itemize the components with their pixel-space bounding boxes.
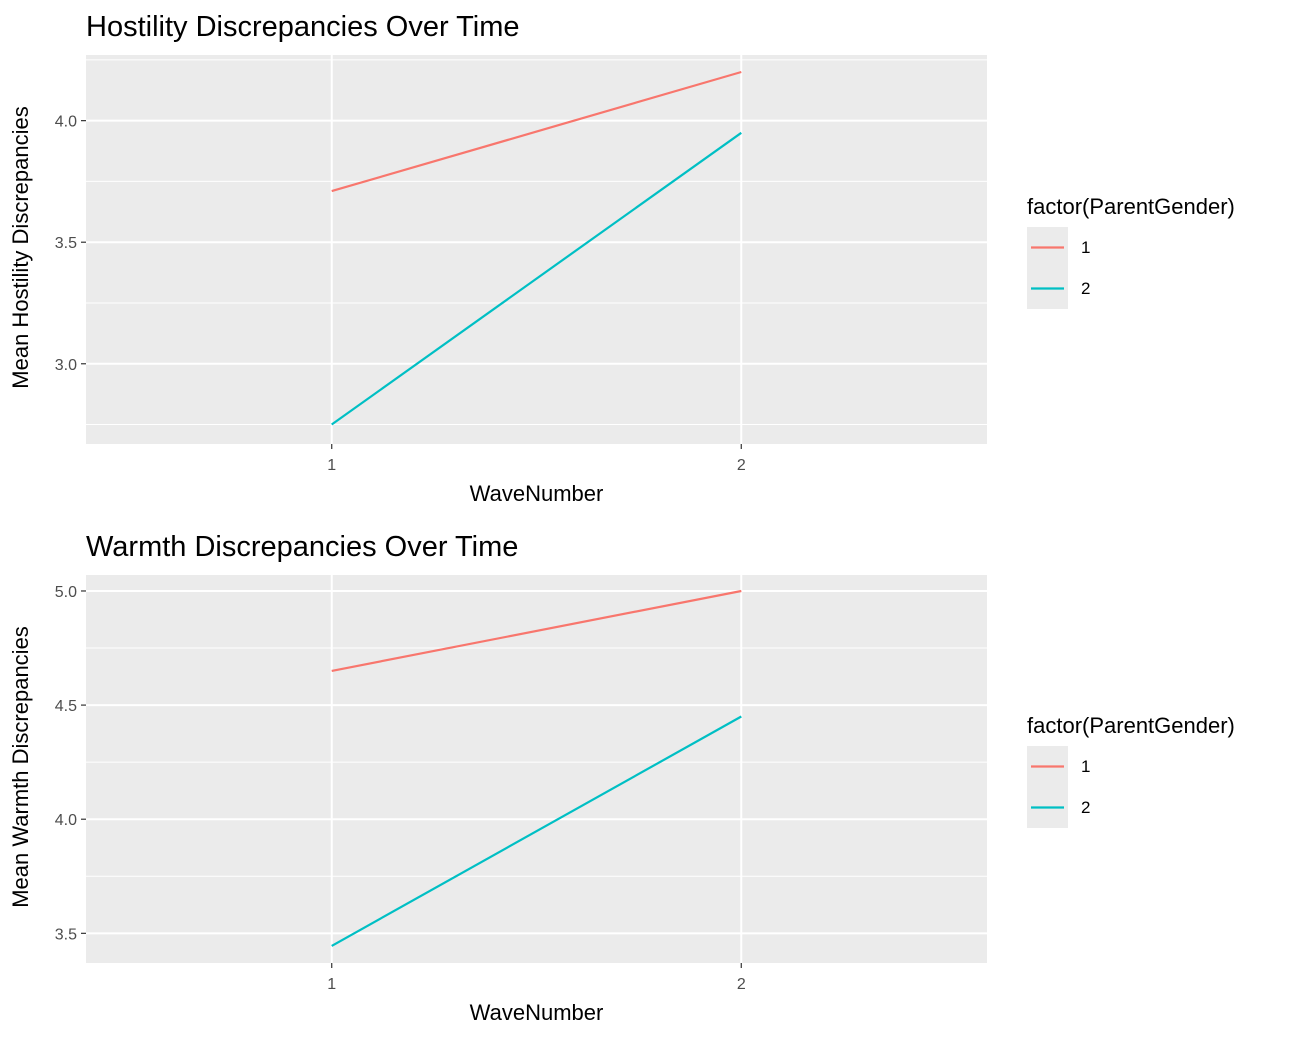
legend-label-1: 1 [1081, 757, 1090, 776]
chart-title: Hostility Discrepancies Over Time [86, 11, 520, 43]
y-tick-label: 4.5 [55, 698, 77, 715]
y-tick-label: 5.0 [55, 584, 77, 601]
series-line-1 [331, 70, 742, 193]
y-tick-label: 3.5 [55, 235, 77, 252]
series-line-1 [331, 589, 742, 672]
warmth-chart: Warmth Discrepancies Over Time 3.5 4.0 4.5 5… [8, 531, 1235, 1025]
x-axis-title: WaveNumber [470, 1000, 604, 1025]
series-line-2 [331, 715, 742, 947]
x-tick-label: 2 [737, 976, 746, 993]
legend-title: factor(ParentGender) [1027, 194, 1235, 219]
y-tick-label: 4.0 [55, 114, 77, 131]
y-tick-label: 4.0 [55, 812, 77, 829]
legend-label-1: 1 [1081, 238, 1090, 257]
x-tick-label: 1 [327, 976, 336, 993]
x-axis-title: WaveNumber [470, 481, 604, 506]
x-tick-label: 1 [327, 457, 336, 474]
plot-panel [86, 55, 987, 444]
series-line-2 [331, 131, 742, 426]
y-tick-label: 3.0 [55, 357, 77, 374]
plot-panel [86, 575, 987, 963]
chart-title: Warmth Discrepancies Over Time [86, 531, 518, 563]
legend-label-2: 2 [1081, 798, 1090, 817]
legend-title: factor(ParentGender) [1027, 713, 1235, 738]
hostility-chart: Hostility Discrepancies Over Time 3.0 3.5 4… [8, 11, 1235, 506]
y-axis-title: Mean Hostility Discrepancies [8, 106, 33, 388]
y-axis-title: Mean Warmth Discrepancies [8, 626, 33, 908]
legend-label-2: 2 [1081, 279, 1090, 298]
x-tick-label: 2 [737, 457, 746, 474]
y-tick-label: 3.5 [55, 926, 77, 943]
